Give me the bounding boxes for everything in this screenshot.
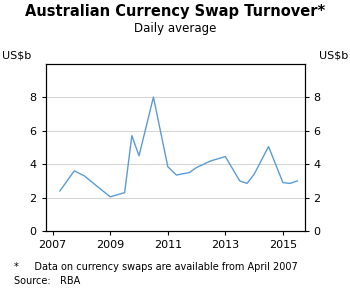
Text: Source:   RBA: Source: RBA xyxy=(14,276,80,286)
Text: Daily average: Daily average xyxy=(134,22,216,35)
Text: Australian Currency Swap Turnover*: Australian Currency Swap Turnover* xyxy=(25,4,325,19)
Text: *     Data on currency swaps are available from April 2007: * Data on currency swaps are available f… xyxy=(14,262,298,272)
Text: US$b: US$b xyxy=(318,51,348,61)
Text: US$b: US$b xyxy=(2,51,32,61)
